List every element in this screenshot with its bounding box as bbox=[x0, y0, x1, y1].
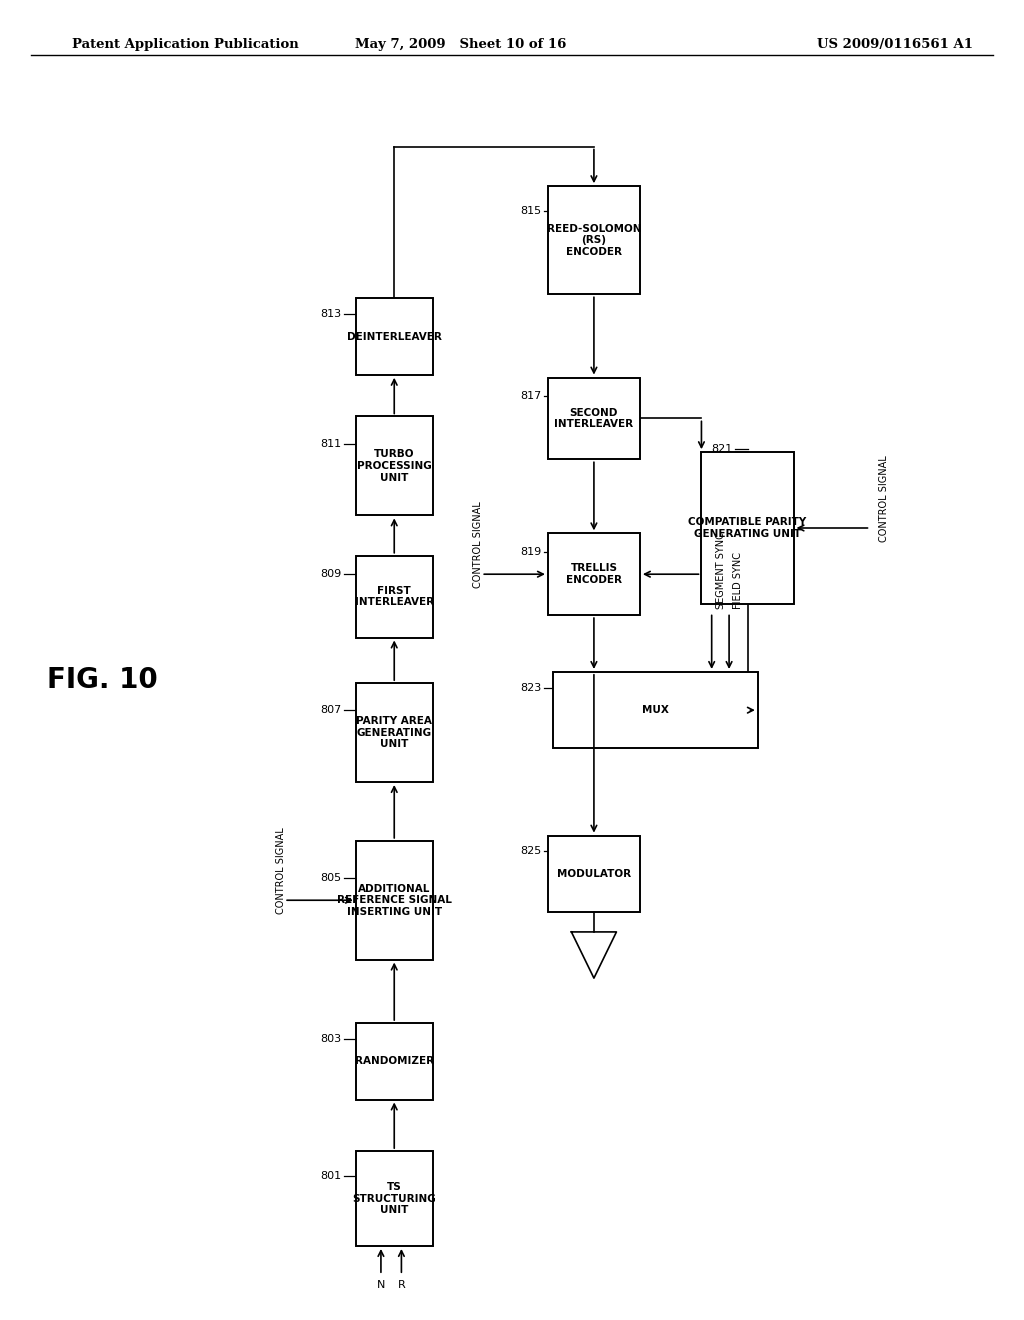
Bar bbox=[356, 298, 433, 375]
Text: MUX: MUX bbox=[642, 705, 669, 715]
Text: TURBO
PROCESSING
UNIT: TURBO PROCESSING UNIT bbox=[357, 449, 431, 483]
Text: CONTROL SIGNAL: CONTROL SIGNAL bbox=[879, 455, 889, 543]
Text: 811: 811 bbox=[321, 438, 342, 449]
Text: R: R bbox=[397, 1280, 406, 1291]
Bar bbox=[548, 186, 640, 294]
Text: 817: 817 bbox=[520, 391, 542, 401]
Text: 803: 803 bbox=[321, 1034, 342, 1044]
Bar bbox=[548, 836, 640, 912]
Bar bbox=[356, 556, 433, 638]
Bar bbox=[356, 1023, 433, 1100]
Text: REED-SOLOMON
(RS)
ENCODER: REED-SOLOMON (RS) ENCODER bbox=[547, 223, 641, 257]
Text: FIELD SYNC: FIELD SYNC bbox=[733, 552, 743, 609]
Text: N: N bbox=[377, 1280, 385, 1291]
Bar bbox=[356, 682, 433, 781]
Text: RANDOMIZER: RANDOMIZER bbox=[354, 1056, 434, 1067]
Text: 825: 825 bbox=[520, 846, 542, 857]
Text: PARITY AREA
GENERATING
UNIT: PARITY AREA GENERATING UNIT bbox=[356, 715, 432, 750]
Text: 819: 819 bbox=[520, 546, 542, 557]
Text: 809: 809 bbox=[321, 569, 342, 579]
Text: 807: 807 bbox=[321, 705, 342, 715]
Text: TRELLIS
ENCODER: TRELLIS ENCODER bbox=[566, 564, 622, 585]
Text: SEGMENT SYNC: SEGMENT SYNC bbox=[716, 532, 726, 609]
Text: ADDITIONAL
REFERENCE SIGNAL
INSERTING UNIT: ADDITIONAL REFERENCE SIGNAL INSERTING UN… bbox=[337, 883, 452, 917]
Text: US 2009/0116561 A1: US 2009/0116561 A1 bbox=[817, 38, 973, 51]
Bar bbox=[701, 451, 794, 605]
Bar bbox=[548, 533, 640, 615]
Text: 823: 823 bbox=[520, 682, 542, 693]
Text: 805: 805 bbox=[321, 873, 342, 883]
Bar bbox=[548, 378, 640, 459]
Text: COMPATIBLE PARITY
GENERATING UNIT: COMPATIBLE PARITY GENERATING UNIT bbox=[688, 517, 807, 539]
Text: FIRST
INTERLEAVER: FIRST INTERLEAVER bbox=[354, 586, 434, 607]
Text: May 7, 2009   Sheet 10 of 16: May 7, 2009 Sheet 10 of 16 bbox=[355, 38, 566, 51]
Text: TS
STRUCTURING
UNIT: TS STRUCTURING UNIT bbox=[352, 1181, 436, 1216]
Text: DEINTERLEAVER: DEINTERLEAVER bbox=[347, 331, 441, 342]
Text: 821: 821 bbox=[712, 444, 733, 454]
Text: Patent Application Publication: Patent Application Publication bbox=[72, 38, 298, 51]
Text: 815: 815 bbox=[520, 206, 542, 216]
Text: MODULATOR: MODULATOR bbox=[557, 869, 631, 879]
Bar bbox=[553, 672, 758, 748]
Text: CONTROL SIGNAL: CONTROL SIGNAL bbox=[473, 502, 483, 589]
Bar bbox=[356, 841, 433, 960]
Bar bbox=[356, 417, 433, 515]
Text: 813: 813 bbox=[321, 309, 342, 319]
Text: CONTROL SIGNAL: CONTROL SIGNAL bbox=[276, 828, 286, 915]
Text: FIG. 10: FIG. 10 bbox=[47, 665, 158, 694]
Text: SECOND
INTERLEAVER: SECOND INTERLEAVER bbox=[554, 408, 634, 429]
Bar bbox=[356, 1151, 433, 1246]
Text: 801: 801 bbox=[321, 1171, 342, 1181]
